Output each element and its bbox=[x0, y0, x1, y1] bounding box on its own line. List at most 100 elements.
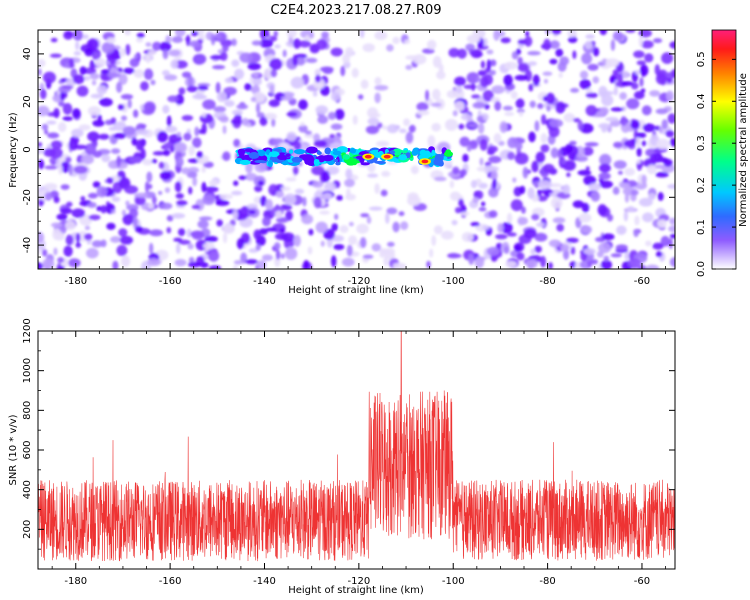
heatmap-cell bbox=[96, 186, 108, 198]
heatmap-cell bbox=[458, 123, 465, 130]
colorbar-tick-label: 0.4 bbox=[696, 93, 707, 109]
heatmap-cell bbox=[558, 72, 563, 78]
heatmap-cell bbox=[116, 244, 128, 257]
heatmap-cell bbox=[208, 250, 220, 262]
heatmap-cell bbox=[548, 239, 562, 248]
heatmap-cell bbox=[175, 156, 184, 168]
heatmap-cell bbox=[404, 39, 411, 44]
heatmap-cell bbox=[308, 32, 315, 39]
heatmap-cell bbox=[599, 163, 611, 173]
heatmap-cell bbox=[170, 59, 179, 69]
heatmap-signal-cell bbox=[313, 159, 319, 166]
heatmap-cell bbox=[293, 234, 301, 247]
heatmap-cell bbox=[60, 184, 70, 190]
heatmap-signal-cell bbox=[411, 149, 419, 156]
heatmap-cell bbox=[505, 260, 517, 268]
heatmap-cell bbox=[368, 206, 383, 211]
heatmap-cell bbox=[66, 201, 73, 207]
heatmap-cell bbox=[592, 47, 600, 57]
heatmap-signal-cell bbox=[277, 154, 287, 161]
heatmap-cell bbox=[274, 233, 288, 241]
heatmap-cell bbox=[670, 68, 675, 79]
heatmap-cell bbox=[385, 212, 390, 224]
heatmap-cell bbox=[285, 177, 297, 182]
heatmap-cell bbox=[669, 233, 675, 239]
heatmap-cell bbox=[344, 47, 354, 58]
heatmap-cell bbox=[657, 219, 667, 229]
heatmap-cell bbox=[495, 233, 508, 240]
heatmap-cell bbox=[269, 84, 275, 95]
heatmap-cell bbox=[563, 112, 576, 123]
heatmap-cell bbox=[166, 115, 172, 128]
heatmap-cell bbox=[285, 210, 293, 221]
heatmap-cell bbox=[641, 174, 647, 185]
heatmap-cell bbox=[85, 247, 99, 259]
heatmap-cell bbox=[65, 156, 72, 163]
snr-y-ticks: 200 400 600 800 1000 1200 bbox=[22, 318, 675, 550]
heatmap-cell bbox=[432, 88, 441, 101]
heatmap-cell bbox=[159, 171, 172, 181]
heatmap-cell bbox=[132, 109, 139, 118]
heatmap-cell bbox=[374, 84, 389, 91]
heatmap-cell bbox=[222, 44, 229, 53]
heatmap-cell bbox=[386, 124, 399, 134]
heatmap-cell bbox=[84, 48, 94, 57]
snr-panel: -180 -160 -140 -120 -100 -80 -60 200 400 600 800 1… bbox=[8, 318, 676, 596]
heatmap-signal-cell bbox=[360, 162, 370, 166]
heatmap-x-tick-label: -140 bbox=[253, 276, 276, 287]
heatmap-cell bbox=[44, 129, 49, 135]
heatmap-cell bbox=[623, 139, 636, 148]
heatmap-cell bbox=[58, 101, 65, 107]
heatmap-cell bbox=[118, 228, 128, 237]
heatmap-cell bbox=[425, 89, 430, 102]
heatmap-cell bbox=[50, 222, 63, 228]
heatmap-cell bbox=[348, 221, 354, 227]
heatmap-cell bbox=[259, 228, 268, 235]
snr-y-tick-label: 1000 bbox=[22, 358, 33, 383]
heatmap-cell bbox=[203, 242, 215, 250]
heatmap-cell bbox=[122, 214, 134, 226]
heatmap-cell bbox=[215, 82, 221, 94]
heatmap-cell bbox=[292, 54, 298, 66]
heatmap-cell bbox=[487, 145, 498, 153]
heatmap-cell bbox=[106, 177, 114, 184]
heatmap-signal-cell bbox=[445, 149, 452, 155]
heatmap-cell bbox=[274, 242, 281, 250]
heatmap-cell bbox=[307, 246, 313, 255]
heatmap-signal-cell bbox=[305, 157, 315, 162]
heatmap-cell bbox=[336, 195, 343, 201]
heatmap-cell bbox=[73, 165, 88, 174]
heatmap-cell bbox=[457, 48, 467, 59]
heatmap-cell bbox=[538, 180, 552, 190]
heatmap-cell bbox=[598, 242, 612, 254]
heatmap-cell bbox=[195, 94, 208, 100]
heatmap-cell bbox=[527, 187, 535, 199]
heatmap-cell bbox=[367, 173, 379, 178]
heatmap-cell bbox=[147, 50, 156, 56]
heatmap-cell bbox=[68, 258, 81, 268]
heatmap-cell bbox=[84, 225, 91, 231]
heatmap-cell bbox=[252, 78, 262, 86]
heatmap-cell bbox=[340, 65, 346, 77]
heatmap-cell bbox=[327, 111, 337, 120]
heatmap-cell bbox=[92, 150, 103, 158]
colorbar-tick-label: 0.3 bbox=[696, 135, 707, 151]
heatmap-cell bbox=[536, 195, 548, 202]
colorbar-tick-label: 0.5 bbox=[696, 51, 707, 67]
heatmap-cell bbox=[587, 63, 599, 71]
heatmap-cell bbox=[624, 167, 636, 176]
heatmap-cell bbox=[493, 133, 502, 144]
heatmap-cell bbox=[313, 196, 322, 209]
heatmap-cell bbox=[499, 121, 508, 133]
heatmap-y-tick-label: 20 bbox=[22, 95, 33, 108]
heatmap-cell bbox=[284, 193, 297, 206]
heatmap-cell bbox=[101, 41, 115, 54]
heatmap-cell bbox=[360, 213, 370, 218]
heatmap-cell bbox=[298, 40, 311, 48]
heatmap-cell bbox=[116, 81, 123, 93]
heatmap-cell bbox=[165, 35, 172, 44]
heatmap-cell bbox=[173, 237, 183, 242]
heatmap-cell bbox=[208, 179, 219, 186]
heatmap-cell bbox=[492, 178, 497, 190]
heatmap-cell bbox=[567, 36, 578, 44]
